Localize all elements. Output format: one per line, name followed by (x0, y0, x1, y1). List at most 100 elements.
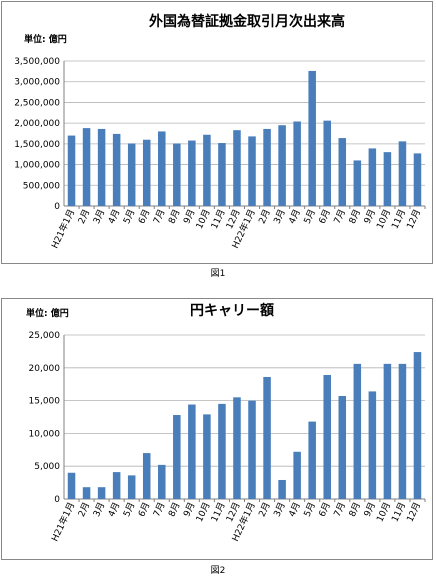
chart-1-svg: 外国為替証拠金取引月次出来高 単位: 億円 0 500,000 1,000,000 1… (14, 13, 426, 250)
chart-1-bar (112, 133, 121, 206)
chart-2-bar (218, 403, 226, 499)
chart-2-bar (188, 404, 196, 499)
chart-1-y-tick-label: 1,000,000 (14, 161, 60, 171)
chart-1-x-tick-label: 3月 (91, 208, 107, 226)
chart-1-x-tick-label: 6月 (136, 208, 152, 226)
chart-1-y-tick-label: 0 (54, 202, 60, 212)
chart-1-bar (293, 121, 301, 206)
chart-2-bar (142, 453, 151, 499)
chart-1-bar (127, 143, 136, 206)
chart-2-bar (173, 415, 181, 499)
chart-1-x-tick-label: 3月 (272, 208, 288, 226)
chart-2-x-tick-label: 5月 (121, 501, 137, 519)
chart-1-x-tick-label: 4月 (287, 208, 303, 226)
chart-2-x-tick-label: H21年1月 (49, 500, 78, 543)
chart-2-bar (263, 376, 271, 499)
chart-1-x-tick-label: 5月 (121, 208, 137, 226)
chart-1-bar (353, 160, 362, 206)
chart-2-x-tick-label: 9月 (181, 501, 197, 519)
chart-1-x-tick-label: 5月 (302, 208, 318, 226)
chart-2-bar (112, 472, 121, 499)
chart-1-bar (142, 139, 151, 206)
chart-2-x-tick-label: 6月 (317, 501, 333, 519)
chart-2-bar (308, 421, 316, 499)
chart-2-y-tick-label: 10,000 (29, 429, 61, 439)
chart-2-unit-label: 単位: 億円 (26, 307, 69, 319)
chart-1-y-tick-label: 3,000,000 (14, 78, 60, 88)
chart-2-y-tick-label: 25,000 (29, 331, 61, 341)
chart-2-bar (158, 464, 166, 499)
chart-2-x-tick-label: 3月 (272, 501, 288, 519)
chart-2-bar (368, 391, 377, 499)
chart-1-bar (218, 143, 226, 206)
chart-1-y-tick-label: 1,500,000 (14, 140, 60, 150)
chart-2-bar (82, 487, 91, 499)
chart-2-x-tick-label: 8月 (166, 501, 182, 519)
chart-1-title: 外国為替証拠金取引月次出来高 (149, 13, 345, 30)
chart-1-bar (233, 130, 241, 206)
chart-1-y-tick-label: 2,000,000 (14, 119, 60, 129)
chart-2-bar (248, 400, 256, 499)
chart-1-bar (203, 134, 211, 206)
chart-2-x-tick-label: 4月 (106, 501, 122, 519)
chart-1-x-tick-label: 9月 (181, 208, 197, 226)
chart-2-x-tick-label: 9月 (362, 501, 378, 519)
chart-1-y-tick-label: 2,500,000 (14, 98, 60, 108)
chart-1-bar (173, 143, 181, 206)
chart-2-x-tick-label: 7月 (151, 501, 167, 519)
chart-1-unit-label: 単位: 億円 (24, 33, 67, 45)
chart-1-x-tick-label: 9月 (362, 208, 378, 226)
chart-2-caption: 図2 (210, 566, 226, 576)
chart-1-x-tick-label: 6月 (317, 208, 333, 226)
chart-1-bar (413, 153, 422, 206)
chart-1-y-tick-label: 3,500,000 (14, 57, 60, 67)
chart-2-bar (338, 396, 347, 499)
chart-1-y-tick-label: 500,000 (23, 181, 60, 191)
chart-1-x-tick-label: 8月 (166, 208, 182, 226)
chart-1-bar (338, 138, 347, 206)
chart-1-bar (82, 128, 91, 206)
chart-2-bar (323, 375, 331, 499)
chart-1-bar (188, 140, 196, 206)
chart-2-bar (278, 479, 286, 499)
chart-2-bar (127, 475, 136, 499)
chart-2-x-tick-label: 2月 (257, 501, 273, 519)
chart-2-bar (398, 363, 407, 499)
chart-1-x-tick-label: 8月 (347, 208, 363, 226)
chart-2-x-tick-label: 3月 (91, 501, 107, 519)
chart-1-x-tick-label: 2月 (76, 208, 92, 226)
chart-1-bar (383, 152, 392, 206)
chart-2-bar (67, 472, 76, 499)
chart-2-bar (413, 352, 422, 499)
chart-2-bar (383, 363, 392, 499)
chart-2-title: 円キャリー額 (190, 302, 274, 319)
chart-1-bar (67, 135, 76, 206)
chart-2-bar (203, 414, 211, 499)
chart-2-bar (233, 397, 241, 499)
chart-1-x-tick-label: 2月 (257, 208, 273, 226)
chart-1-x-tick-label: H21年1月 (49, 207, 78, 250)
chart-2-bar (353, 363, 362, 499)
chart-2-y-tick-label: 20,000 (29, 364, 61, 374)
chart-1-x-tick-label: 4月 (106, 208, 122, 226)
chart-1-bar (278, 125, 286, 206)
chart-panel-2: 円キャリー額 単位: 億円 0 5,000 10,000 15,000 20,000 25… (1, 298, 433, 560)
chart-1-bar (323, 120, 331, 206)
chart-1-bar (248, 136, 256, 206)
chart-1-bar (398, 141, 407, 206)
chart-2-y-tick-label: 5,000 (34, 462, 60, 472)
chart-2-x-tick-label: 5月 (302, 501, 318, 519)
chart-2-x-tick-label: 6月 (136, 501, 152, 519)
chart-1-bar (263, 128, 271, 206)
chart-1-x-tick-label: 7月 (151, 208, 167, 226)
chart-1-caption: 図1 (210, 269, 226, 279)
chart-panel-1: 外国為替証拠金取引月次出来高 単位: 億円 0 500,000 1,000,000 1… (1, 1, 433, 264)
chart-1-x-tick-label: 12月 (405, 208, 424, 231)
chart-2-bar (97, 487, 106, 499)
chart-2-x-tick-label: 8月 (347, 501, 363, 519)
chart-2-svg: 円キャリー額 単位: 億円 0 5,000 10,000 15,000 20,000 25… (26, 302, 426, 543)
chart-1-x-tick-label: 7月 (332, 208, 348, 226)
chart-2-x-tick-label: 12月 (405, 501, 424, 524)
chart-2-bar (293, 451, 301, 499)
chart-1-bar (97, 128, 106, 206)
